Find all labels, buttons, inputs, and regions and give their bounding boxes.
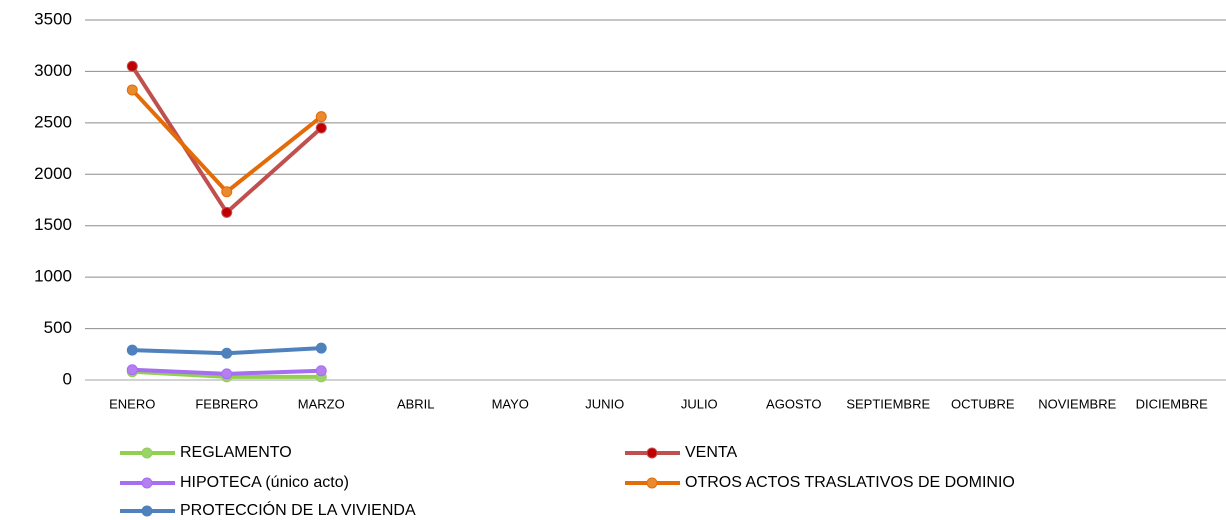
series-marker (221, 368, 233, 380)
y-tick-label: 2500 (34, 112, 72, 131)
legend-label: REGLAMENTO (180, 444, 292, 461)
legend-label: VENTA (685, 444, 737, 461)
x-tick-label: FEBRERO (195, 396, 258, 411)
y-tick-label: 1000 (34, 267, 72, 286)
x-tick-label: JUNIO (585, 396, 624, 411)
series-marker (221, 347, 233, 359)
legend-label: PROTECCIÓN DE LA VIVIENDA (180, 500, 416, 519)
legend-marker (141, 447, 153, 459)
x-tick-label: AGOSTO (766, 396, 821, 411)
x-tick-label: NOVIEMBRE (1038, 396, 1116, 411)
legend-marker (141, 505, 153, 517)
series-marker (315, 342, 327, 354)
y-tick-label: 1500 (34, 215, 72, 234)
series-marker (126, 60, 138, 72)
series-marker (126, 84, 138, 96)
x-tick-label: MARZO (298, 396, 345, 411)
x-tick-label: JULIO (681, 396, 718, 411)
x-tick-label: DICIEMBRE (1136, 396, 1209, 411)
y-tick-label: 0 (63, 369, 72, 388)
legend-marker (141, 477, 153, 489)
x-tick-label: ENERO (109, 396, 155, 411)
x-tick-label: ABRIL (397, 396, 435, 411)
series-marker (126, 364, 138, 376)
series-marker (315, 365, 327, 377)
y-tick-label: 3000 (34, 61, 72, 80)
legend-label: HIPOTECA (único acto) (180, 474, 349, 491)
series-marker (221, 206, 233, 218)
y-tick-label: 3500 (34, 9, 72, 28)
legend-marker (646, 447, 658, 459)
x-tick-label: MAYO (492, 396, 529, 411)
y-tick-label: 500 (44, 318, 72, 337)
legend-marker (646, 477, 658, 489)
series-marker (315, 111, 327, 123)
legend-label: OTROS ACTOS TRASLATIVOS DE DOMINIO (685, 474, 1015, 491)
series-marker (315, 122, 327, 134)
x-tick-label: SEPTIEMBRE (846, 396, 930, 411)
y-tick-label: 2000 (34, 164, 72, 183)
series-marker (126, 344, 138, 356)
series-marker (221, 186, 233, 198)
x-tick-label: OCTUBRE (951, 396, 1015, 411)
series-line (130, 88, 323, 194)
